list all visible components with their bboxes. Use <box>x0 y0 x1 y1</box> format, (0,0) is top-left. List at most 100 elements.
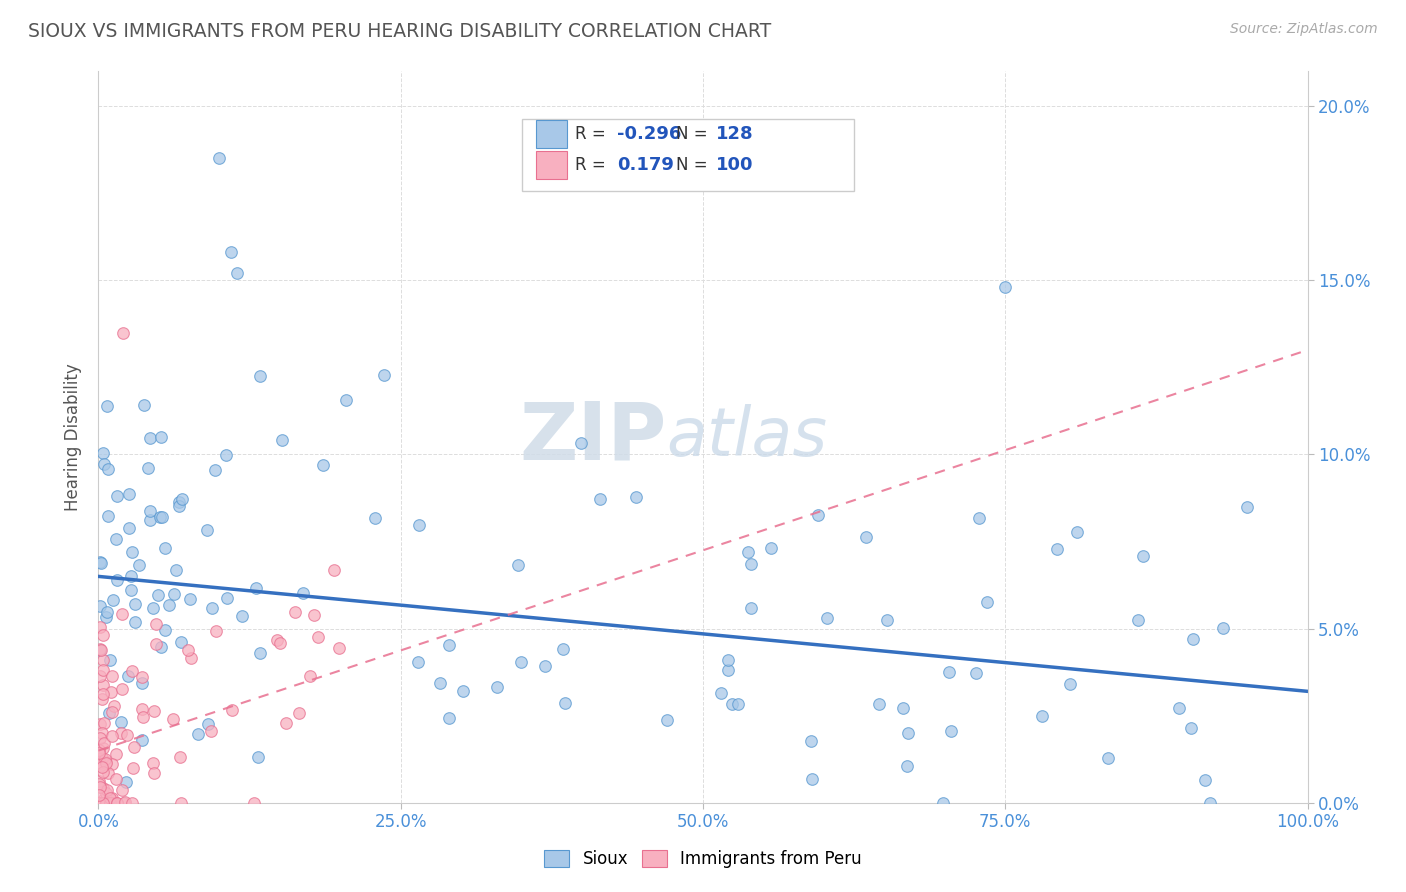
Point <box>737 545 759 559</box>
Point <box>284 605 307 619</box>
Point <box>93 628 115 642</box>
Point <box>122 761 145 775</box>
Point <box>131 670 153 684</box>
Point <box>1168 701 1191 715</box>
Point <box>205 624 228 638</box>
Point <box>139 430 162 444</box>
Point <box>97 766 120 780</box>
Point <box>90 796 112 810</box>
Point <box>169 749 191 764</box>
Point <box>121 664 143 678</box>
Point <box>1194 773 1216 788</box>
Point <box>91 663 114 677</box>
Point <box>100 790 122 805</box>
Point <box>110 715 132 730</box>
Point <box>91 446 114 460</box>
Point <box>197 717 219 731</box>
Point <box>104 772 127 786</box>
Point <box>800 772 823 786</box>
Point <box>150 430 173 444</box>
Point <box>94 796 117 810</box>
Point <box>938 665 960 679</box>
Point <box>145 637 167 651</box>
Point <box>727 697 749 711</box>
Point <box>100 669 122 683</box>
Point <box>170 796 193 810</box>
Point <box>1180 721 1202 735</box>
Point <box>96 399 118 413</box>
Point <box>148 510 170 524</box>
Point <box>215 591 238 605</box>
Point <box>114 796 136 810</box>
Point <box>138 504 160 518</box>
Point <box>180 650 202 665</box>
Point <box>90 691 112 706</box>
Point <box>179 592 201 607</box>
Point <box>717 663 740 677</box>
Point <box>1066 525 1088 540</box>
Point <box>1236 500 1258 514</box>
Point <box>132 709 155 723</box>
Point <box>197 523 219 537</box>
Point <box>221 703 243 717</box>
Point <box>111 326 134 340</box>
Point <box>136 461 159 475</box>
Point <box>720 697 742 711</box>
Legend: Sioux, Immigrants from Peru: Sioux, Immigrants from Peru <box>537 844 869 875</box>
Point <box>1031 709 1053 723</box>
Point <box>153 624 176 638</box>
Text: atlas: atlas <box>666 404 828 470</box>
Point <box>111 783 134 797</box>
Point <box>105 796 128 810</box>
Point <box>274 716 297 731</box>
Point <box>122 740 145 755</box>
Point <box>131 732 153 747</box>
Point <box>246 750 269 764</box>
Point <box>855 530 877 544</box>
Point <box>624 490 647 504</box>
Point <box>89 796 111 810</box>
Point <box>200 724 222 739</box>
Point <box>1126 613 1149 627</box>
Point <box>124 597 146 611</box>
Point <box>87 752 110 766</box>
Text: R =: R = <box>575 125 612 143</box>
Point <box>89 756 111 771</box>
Y-axis label: Hearing Disability: Hearing Disability <box>65 363 83 511</box>
Point <box>98 796 121 810</box>
Point <box>215 448 238 462</box>
Point <box>710 686 733 700</box>
Point <box>90 556 112 570</box>
Point <box>118 521 141 535</box>
Point <box>815 611 838 625</box>
Point <box>221 245 243 260</box>
Point <box>167 495 190 509</box>
Point <box>1046 541 1069 556</box>
Point <box>204 463 226 477</box>
Point <box>976 595 998 609</box>
Point <box>93 736 115 750</box>
Point <box>1199 796 1222 810</box>
Point <box>143 704 166 718</box>
Point <box>93 752 115 766</box>
Point <box>266 633 288 648</box>
Point <box>101 705 124 719</box>
Point <box>128 558 150 573</box>
Text: R =: R = <box>575 156 612 174</box>
Point <box>131 702 153 716</box>
Point <box>118 487 141 501</box>
Point <box>96 783 118 797</box>
Point <box>91 793 114 807</box>
Point <box>897 725 920 739</box>
Point <box>740 601 762 615</box>
Point <box>89 777 111 791</box>
Point <box>138 513 160 527</box>
Point <box>965 665 987 680</box>
Point <box>93 716 115 731</box>
Point <box>150 509 173 524</box>
Point <box>110 726 132 740</box>
Text: SIOUX VS IMMIGRANTS FROM PERU HEARING DISABILITY CORRELATION CHART: SIOUX VS IMMIGRANTS FROM PERU HEARING DI… <box>28 22 772 41</box>
Point <box>165 563 187 577</box>
Point <box>87 789 110 803</box>
Point <box>89 642 111 657</box>
